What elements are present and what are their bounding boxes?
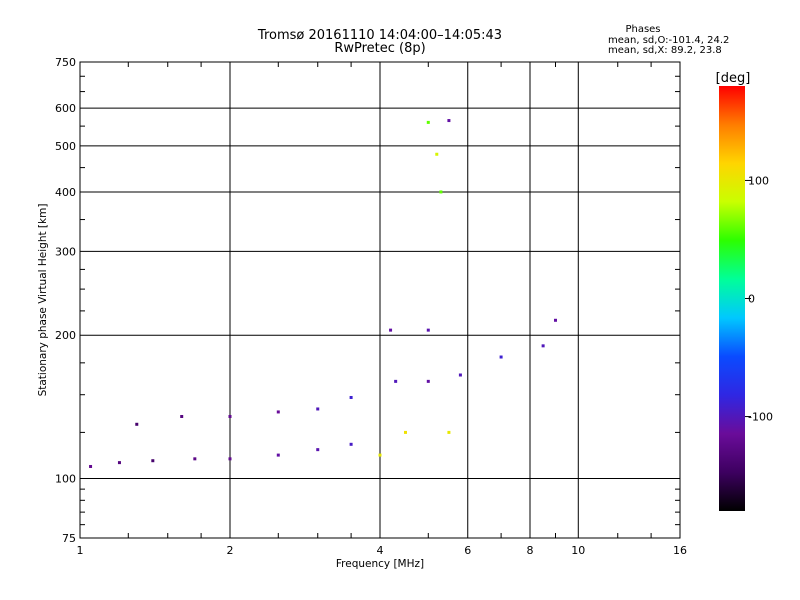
data-points bbox=[89, 119, 557, 468]
colorbar-tick-label: -100 bbox=[748, 411, 773, 424]
data-point bbox=[458, 373, 462, 377]
tick-labels: 1 2 4 6 8 10 16 75 100 200 300 400 500 600 750 bbox=[55, 56, 687, 557]
y-tick-label: 200 bbox=[55, 329, 76, 342]
y-axis-label: Stationary phase Virtual Height [km] bbox=[37, 204, 49, 397]
data-point bbox=[316, 407, 320, 411]
data-point bbox=[541, 344, 545, 348]
data-point bbox=[193, 457, 197, 461]
chart-subtitle: RwPretec (8p) bbox=[334, 41, 425, 56]
phases-o-stats: mean, sd,O:-101.4, 24.2 bbox=[608, 35, 729, 46]
phases-header: Phases bbox=[625, 24, 660, 35]
colorbar-label: [deg] bbox=[716, 71, 751, 86]
x-axis-label: Frequency [MHz] bbox=[336, 558, 424, 570]
y-tick-label: 400 bbox=[55, 186, 76, 199]
y-tick-label: 100 bbox=[55, 473, 76, 486]
phases-x-stats: mean, sd,X: 89.2, 23.8 bbox=[608, 45, 722, 56]
x-tick-label: 8 bbox=[527, 544, 534, 557]
data-point bbox=[316, 448, 320, 452]
data-point bbox=[426, 120, 430, 124]
data-point bbox=[117, 461, 121, 465]
x-tick-label: 2 bbox=[227, 544, 234, 557]
data-point bbox=[135, 422, 139, 426]
data-point bbox=[378, 453, 382, 457]
colorbar-tick-label: 0 bbox=[748, 293, 755, 306]
x-tick-label: 1 bbox=[77, 544, 84, 557]
data-point bbox=[426, 328, 430, 332]
data-point bbox=[349, 395, 353, 399]
data-point bbox=[389, 328, 393, 332]
data-point bbox=[403, 430, 407, 434]
plot-area: 1 2 4 6 8 10 16 75 100 200 300 400 500 600 750 bbox=[55, 56, 687, 557]
data-point bbox=[151, 459, 155, 463]
colorbar-ticks: 100 0 -100 bbox=[745, 174, 773, 424]
colorbar-tick-label: 100 bbox=[748, 174, 769, 187]
data-point bbox=[426, 379, 430, 383]
x-tick-label: 16 bbox=[673, 544, 687, 557]
data-point bbox=[553, 318, 557, 322]
data-point bbox=[276, 410, 280, 414]
data-point bbox=[435, 152, 439, 156]
grid-lines bbox=[80, 62, 680, 538]
data-point bbox=[228, 414, 232, 418]
x-tick-label: 6 bbox=[464, 544, 471, 557]
data-point bbox=[89, 464, 93, 468]
data-point bbox=[447, 119, 451, 123]
chart-title: Tromsø 20161110 14:04:00–14:05:43 bbox=[257, 28, 502, 43]
y-tick-label: 75 bbox=[62, 532, 76, 545]
colorbar bbox=[719, 86, 745, 511]
data-point bbox=[447, 430, 451, 434]
data-point bbox=[228, 457, 232, 461]
x-tick-label: 4 bbox=[377, 544, 384, 557]
data-point bbox=[180, 414, 184, 418]
data-point bbox=[499, 355, 503, 359]
data-point bbox=[394, 379, 398, 383]
data-point bbox=[349, 442, 353, 446]
y-tick-label: 600 bbox=[55, 102, 76, 115]
data-point bbox=[276, 453, 280, 457]
y-tick-label: 750 bbox=[55, 56, 76, 69]
y-tick-label: 500 bbox=[55, 140, 76, 153]
data-point bbox=[439, 190, 443, 194]
x-tick-label: 10 bbox=[571, 544, 585, 557]
y-tick-label: 300 bbox=[55, 245, 76, 258]
